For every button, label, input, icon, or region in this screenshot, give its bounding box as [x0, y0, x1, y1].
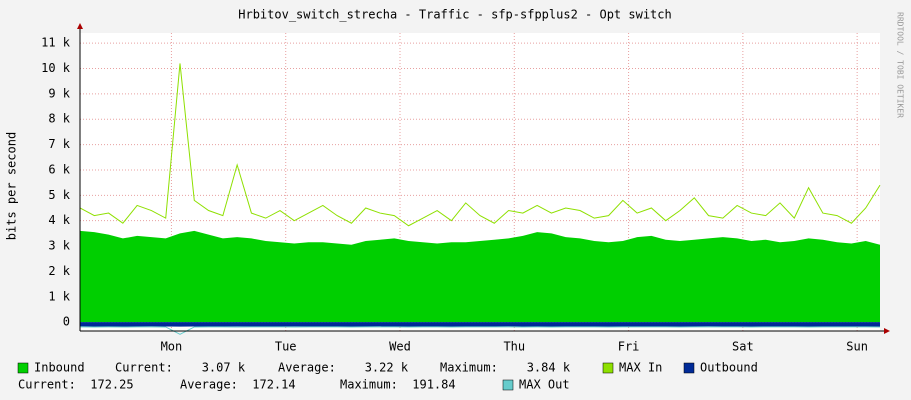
legend-swatch [17, 362, 29, 374]
y-tick-label: 7 k [48, 137, 70, 151]
legend-stat: Maximum: 3.84 k [440, 361, 571, 375]
legend-stat: Average: 172.14 [180, 378, 296, 392]
chart-title: Hrbitov_switch_strecha - Traffic - sfp-s… [238, 8, 671, 22]
x-tick-label: Mon [161, 340, 183, 354]
x-tick-label: Sat [732, 340, 754, 354]
marks [79, 63, 881, 335]
y-tick-label: 3 k [48, 239, 70, 253]
y-tick-label: 0 [63, 315, 70, 329]
legend-label: MAX In [619, 361, 662, 375]
y-tick-label: 11 k [41, 36, 71, 50]
legend-stat: Current: 172.25 [18, 378, 134, 392]
y-tick-label: 1 k [48, 289, 70, 303]
y-tick-label: 10 k [41, 61, 71, 75]
legend-swatch [683, 362, 695, 374]
line [79, 326, 881, 335]
legend-label: MAX Out [519, 378, 570, 392]
x-tick-label: Sun [846, 340, 868, 354]
y-tick-label: 2 k [48, 264, 70, 278]
legend-stat: Current: 3.07 k [115, 361, 246, 375]
area [80, 322, 880, 327]
watermark: RRDTOOL / TOBI OETIKER [896, 12, 905, 118]
y-tick-label: 6 k [48, 162, 70, 176]
x-tick-label: Thu [503, 340, 525, 354]
y-tick-label: 8 k [48, 112, 70, 126]
line [79, 63, 881, 227]
x-tick-label: Tue [275, 340, 297, 354]
legend-swatch [602, 362, 614, 374]
legend-stat: Maximum: 191.84 [340, 378, 456, 392]
legend: Inbound Current: 3.07 k Average: 3.22 k Max… [17, 361, 758, 392]
axes: 0 1 k 2 k 3 k 4 k 5 k 6 k 7 k 8 k 9 k 10 k 11 k Mon T… [41, 23, 890, 354]
y-axis-label: bits per second [5, 132, 19, 240]
x-tick-label: Fri [618, 340, 640, 354]
y-tick-label: 5 k [48, 188, 70, 202]
x-axis-arrow [884, 328, 890, 334]
y-tick-label: 4 k [48, 213, 70, 227]
area [80, 230, 880, 323]
x-tick-label: Wed [389, 340, 411, 354]
legend-swatch [502, 379, 514, 391]
legend-stat: Average: 3.22 k [278, 361, 409, 375]
legend-label: Outbound [700, 361, 758, 375]
y-tick-label: 9 k [48, 86, 70, 100]
y-axis-arrow [77, 23, 83, 29]
legend-label: Inbound [34, 361, 85, 375]
